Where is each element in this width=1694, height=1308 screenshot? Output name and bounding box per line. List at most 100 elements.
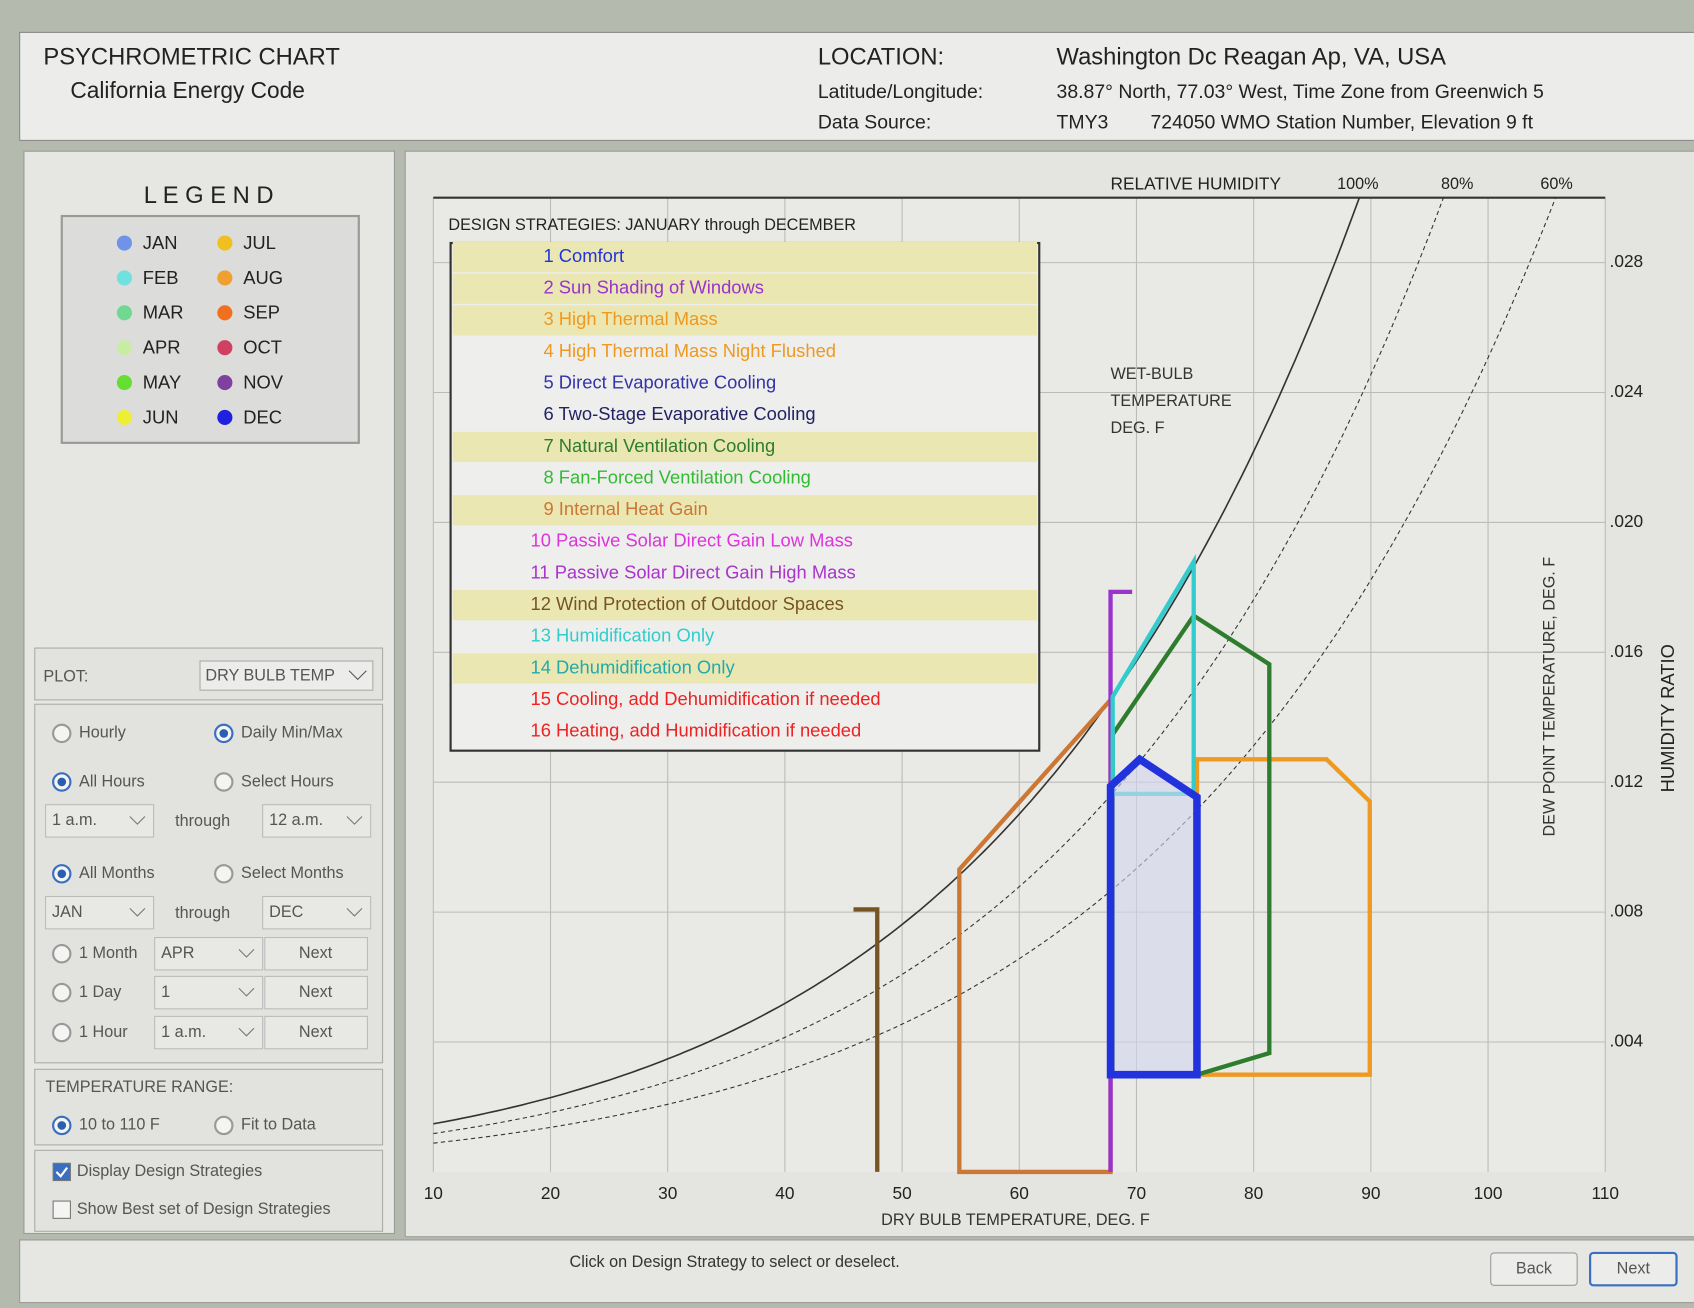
strategy-label[interactable]: 15 Cooling, add Dehumidification if need…	[531, 688, 881, 709]
strategy-label[interactable]: 3 High Thermal Mass	[543, 308, 717, 329]
plot-dropdown[interactable]	[199, 660, 374, 691]
dropdown-arrow	[238, 987, 255, 997]
app-title: PSYCHROMETRIC CHART	[43, 44, 339, 71]
radio-dot	[219, 729, 229, 738]
dropdown[interactable]	[262, 804, 372, 838]
strategy-highlight	[452, 305, 1038, 336]
back-button[interactable]	[1490, 1252, 1578, 1286]
radio[interactable]	[52, 723, 72, 744]
strategy-label[interactable]: 1 Comfort	[543, 245, 624, 266]
y-tick-label: .008	[1610, 901, 1644, 921]
strategy-label[interactable]: 2 Sun Shading of Windows	[543, 277, 763, 298]
strategy-highlight	[452, 431, 1038, 463]
strategy-highlight	[452, 241, 1038, 273]
legend-swatch	[217, 270, 233, 286]
strategy-label[interactable]: 7 Natural Ventilation Cooling	[543, 435, 775, 456]
dropdown-value: 1 a.m.	[161, 1023, 206, 1041]
radio[interactable]	[214, 772, 234, 792]
radio-label: Fit to Data	[241, 1116, 316, 1134]
source: TMY3	[1057, 111, 1109, 133]
radio[interactable]	[52, 1022, 72, 1043]
dew-point-label: DEW POINT TEMPERATURE, DEG. F	[1540, 557, 1558, 837]
strategy-label[interactable]: 14 Dehumidification Only	[531, 656, 736, 677]
legend-label: OCT	[243, 337, 282, 358]
strategy-label[interactable]: 16 Heating, add Humidification if needed	[531, 720, 862, 741]
plot-value: DRY BULB TEMP	[205, 666, 335, 684]
grid: 10 20 30 40 50 60 70 80 90 100 110 .004 .008 .012 .016…	[424, 175, 1644, 1203]
button[interactable]	[264, 936, 368, 971]
radio-label: 1 Month	[79, 944, 138, 962]
dropdown[interactable]	[262, 895, 372, 930]
radio-label: Hourly	[79, 724, 127, 742]
legend-box	[60, 214, 360, 444]
dropdown-value: DEC	[269, 903, 303, 921]
legend-swatch	[217, 409, 233, 426]
button[interactable]	[264, 975, 368, 1010]
next-button[interactable]	[1589, 1251, 1678, 1287]
legend-swatch	[116, 375, 132, 391]
strategy-label[interactable]: 11 Passive Solar Direct Gain High Mass	[531, 561, 856, 582]
dropdown[interactable]	[154, 1015, 264, 1050]
radio-dot	[57, 869, 67, 879]
legend-swatch	[217, 305, 233, 321]
strategy-label[interactable]: 9 Internal Heat Gain	[543, 498, 707, 519]
plot-label: PLOT:	[43, 668, 88, 686]
x-tick-label: 100	[1474, 1183, 1503, 1203]
button-label: Next	[299, 1023, 333, 1041]
x-tick-label: 80	[1244, 1183, 1263, 1203]
checkbox-label: Show Best set of Design Strategies	[77, 1200, 331, 1218]
legend-items: JAN FEB MAR APR MAY JUN JUL AUG SEP OCT NOV DEC	[116, 232, 284, 427]
dropdown-arrow	[238, 949, 255, 958]
radio[interactable]	[52, 944, 72, 964]
wet-bulb-label: TEMPERATURE	[1111, 392, 1232, 410]
dropdown[interactable]	[45, 804, 155, 838]
strategy-label[interactable]: 5 Direct Evaporative Cooling	[543, 371, 776, 392]
dropdown-value: 12 a.m.	[269, 811, 323, 829]
next-label: Next	[1617, 1259, 1651, 1277]
dropdown-arrow	[348, 670, 367, 681]
x-tick-label: 110	[1591, 1183, 1619, 1203]
rh-label: RELATIVE HUMIDITY	[1111, 173, 1282, 193]
radio[interactable]	[214, 864, 234, 884]
strategy-label[interactable]: 6 Two-Stage Evaporative Cooling	[543, 403, 815, 424]
button-label: Next	[299, 944, 333, 962]
checkbox[interactable]	[52, 1162, 71, 1182]
radio-label: All Months	[79, 864, 155, 882]
dropdown-value: 1	[161, 983, 170, 1001]
strategy-label[interactable]: 13 Humidification Only	[531, 625, 715, 646]
radio[interactable]	[214, 1115, 234, 1136]
dropdown[interactable]	[45, 895, 155, 930]
wet-bulb-label: WET-BULB	[1111, 365, 1194, 383]
rh-curves	[433, 197, 1557, 1144]
rh-tick-label: 100%	[1337, 175, 1378, 193]
strategy-highlight	[452, 495, 1038, 526]
strategy-label[interactable]: 10 Passive Solar Direct Gain Low Mass	[531, 530, 853, 551]
legend-swatch	[116, 270, 132, 286]
strategies-title: DESIGN STRATEGIES: JANUARY through DECEM…	[448, 216, 855, 234]
dropdown[interactable]	[154, 936, 264, 971]
back-label: Back	[1516, 1259, 1553, 1277]
app-subtitle: California Energy Code	[70, 77, 304, 103]
station: 724050 WMO Station Number, Elevation 9 f…	[1151, 111, 1534, 133]
checkbox-label: Display Design Strategies	[77, 1162, 262, 1180]
strategy-label[interactable]: 8 Fan-Forced Ventilation Cooling	[543, 466, 810, 487]
strategy-label[interactable]: 4 High Thermal Mass Night Flushed	[543, 340, 836, 361]
x-tick-label: 90	[1361, 1183, 1380, 1203]
x-tick-label: 40	[775, 1183, 794, 1203]
radio-dot	[57, 777, 67, 787]
legend-label: FEB	[143, 267, 179, 288]
dropdown[interactable]	[154, 975, 264, 1010]
radio-label: 1 Day	[79, 983, 122, 1001]
button[interactable]	[264, 1015, 368, 1050]
dropdown-arrow	[346, 907, 363, 917]
rh-tick-label: 60%	[1540, 175, 1572, 193]
legend-swatch	[116, 409, 132, 426]
source-label: Data Source:	[818, 111, 931, 133]
radio[interactable]	[52, 982, 72, 1003]
checkbox[interactable]	[52, 1200, 71, 1219]
strategy-label[interactable]: 12 Wind Protection of Outdoor Spaces	[531, 593, 844, 614]
dropdown-value: 1 a.m.	[52, 811, 97, 829]
button-label: Next	[299, 983, 333, 1001]
